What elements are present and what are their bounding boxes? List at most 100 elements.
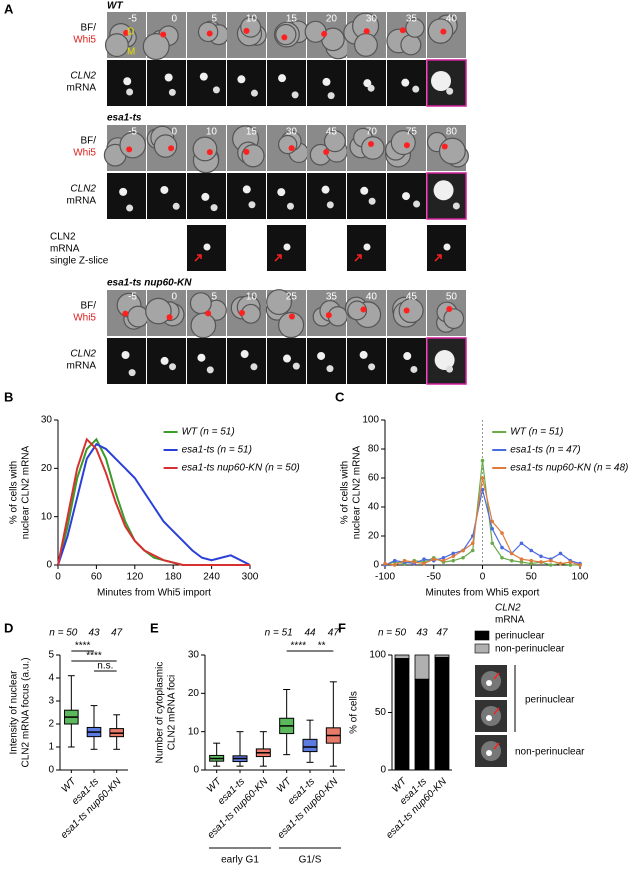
point — [500, 545, 504, 550]
n-label: 47 — [328, 628, 340, 639]
mrna-focus — [326, 365, 334, 373]
mrna-focus — [121, 350, 130, 359]
point — [519, 541, 524, 546]
whi5-signal — [399, 27, 406, 34]
mrna-focus — [292, 362, 300, 370]
y-tick-label: 3 — [48, 696, 54, 707]
point — [568, 560, 573, 564]
n-label: 43 — [416, 628, 428, 639]
row-label: Whi5 — [73, 35, 96, 46]
y-tick-label: 1 — [48, 742, 54, 753]
mrna-focus — [367, 84, 375, 92]
row-label: CLN2 — [50, 232, 76, 243]
whi5-signal — [403, 307, 410, 314]
cell — [104, 33, 129, 58]
x-tick-label: 300 — [242, 572, 259, 583]
point — [441, 558, 446, 563]
time-label: 5 — [211, 292, 217, 303]
legend-label: perinuclear — [495, 631, 545, 642]
point — [461, 548, 465, 553]
mrna-focus — [363, 79, 372, 88]
time-label: 40 — [446, 14, 458, 25]
mrna-focus — [277, 188, 286, 197]
mrna-focus — [248, 201, 256, 209]
cell — [266, 289, 292, 316]
y-tick-label: 0 — [380, 765, 386, 776]
legend-swatch — [474, 630, 490, 641]
y-tick-label: 30 — [188, 650, 200, 661]
point — [383, 561, 387, 566]
time-label: 15 — [246, 127, 258, 138]
y-tick-label: 60 — [368, 473, 380, 484]
mrna-focus — [283, 243, 291, 251]
row-label: single Z-slice — [50, 256, 109, 267]
time-label: 80 — [446, 127, 458, 138]
time-label: -5 — [128, 127, 137, 138]
y-axis-label: % of cells with — [340, 461, 351, 524]
cell — [119, 131, 147, 159]
cell — [390, 130, 416, 156]
mrna-focus — [206, 366, 214, 374]
point — [480, 458, 485, 463]
y-tick-label: 20 — [41, 463, 53, 474]
significance-label: **** — [75, 641, 91, 652]
mrna-focus — [363, 243, 371, 251]
point — [558, 561, 563, 566]
mrna-image — [187, 60, 226, 106]
mrna-focus — [203, 243, 211, 251]
bar-segment — [414, 654, 430, 680]
y-tick-label: 0 — [373, 560, 379, 571]
point — [441, 555, 446, 560]
mrna-image — [227, 338, 266, 384]
y-axis-label: nuclear CLN2 mRNA — [352, 445, 363, 539]
mrna-focus — [327, 92, 335, 100]
n-label: n = 50 — [378, 628, 407, 639]
legend-label: esa1-ts nup60-KN (n = 50) — [182, 463, 300, 474]
time-label: 15 — [286, 14, 298, 25]
mrna-image — [307, 173, 346, 219]
time-label: 35 — [406, 14, 418, 25]
point — [412, 560, 417, 564]
inset-arrow — [493, 672, 500, 680]
n-label: n = 50 — [49, 628, 78, 639]
legend-label: WT (n = 51) — [510, 427, 563, 438]
point — [548, 558, 553, 563]
point — [490, 526, 495, 531]
cell-label: D — [127, 27, 134, 38]
mrna-focus — [360, 186, 369, 195]
row-label: CLN2 — [70, 184, 96, 195]
significance-label: **** — [291, 641, 307, 652]
mrna-focus — [240, 350, 249, 359]
time-label: 5 — [211, 14, 217, 25]
mrna-image — [147, 60, 186, 106]
cell — [438, 137, 466, 165]
whi5-signal — [321, 30, 328, 37]
whi5-signal — [205, 310, 212, 317]
mrna-focus — [242, 185, 251, 194]
point — [470, 548, 475, 553]
y-tick-label: 40 — [368, 502, 380, 513]
y-axis-label: CLN2 mRNA foci — [167, 675, 178, 751]
mrna-focus — [443, 243, 451, 251]
mrna-focus — [433, 180, 454, 201]
mrna-image — [267, 173, 306, 219]
whi5-signal — [243, 148, 250, 155]
mrna-focus — [250, 89, 258, 97]
y-tick-label: 30 — [41, 415, 53, 426]
x-tick-label: WT — [275, 776, 294, 795]
y-tick-label: 20 — [368, 531, 380, 542]
panel-label: C — [335, 389, 345, 404]
whi5-signal — [368, 141, 375, 148]
legend-label: non-perinuclear — [495, 644, 565, 655]
cell — [360, 136, 385, 160]
mrna-focus — [128, 369, 136, 377]
whi5-signal — [122, 310, 129, 317]
point — [490, 519, 495, 524]
mrna-image — [107, 173, 146, 219]
arrow — [354, 254, 362, 262]
y-tick-label: 100 — [369, 650, 386, 661]
mrna-focus — [164, 73, 173, 82]
y-tick-label: 0 — [46, 560, 52, 571]
mrna-image — [147, 173, 186, 219]
mrna-focus — [250, 363, 258, 371]
